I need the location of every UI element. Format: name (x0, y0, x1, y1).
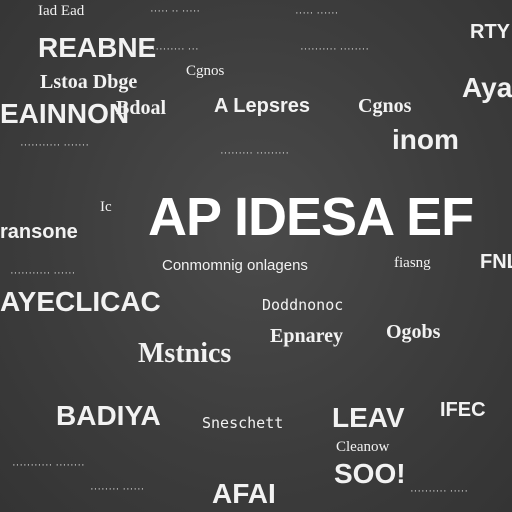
word-fiec: IFEC (440, 399, 486, 421)
word-conmomnig: Conmomnig onlagens (162, 257, 308, 274)
word-rty: RTY (470, 21, 510, 43)
word-afai: AFAI (212, 478, 276, 509)
word-alepsres: A Lepsres (214, 95, 310, 117)
word-filler: ·········· ····· (410, 485, 469, 497)
word-doddnonoc: Doddnonoc (262, 296, 344, 314)
word-ogobs: Ogobs (386, 321, 441, 343)
word-hero: AP IDESA EF (148, 187, 474, 247)
word-fnl: FNL (480, 251, 512, 273)
word-filler: ··········· ········ (12, 459, 85, 471)
word-cleanow: Cleanow (336, 439, 390, 455)
word-leav: LEAV (332, 402, 405, 433)
word-filler: ····· ·· ····· (150, 5, 201, 17)
word-ayeclicac: AYECLICAC (0, 286, 161, 317)
word-filler: ·········· ········ (300, 43, 369, 55)
word-soo: SOO! (334, 458, 406, 489)
word-badiya: BADIYA (56, 400, 161, 431)
word-filler: ········· ········· (220, 147, 289, 159)
word-inom: inom (392, 124, 459, 155)
word-filler: ········ ······ (90, 483, 145, 495)
word-filler: ·········· ··· (148, 43, 199, 55)
word-ransone: ransone (0, 221, 78, 243)
word-cgnos-2: Cgnos (358, 95, 412, 117)
word-reabne: REABNE (38, 32, 157, 63)
word-mstnics: Mstnics (138, 338, 232, 369)
word-cgnos: Cgnos (186, 63, 225, 79)
word-eainnon: EAINNON (0, 98, 130, 129)
word-ayao: Ayao (462, 72, 512, 103)
word-hero-prefix: Ic (100, 199, 112, 215)
word-tad: Iad Ead (38, 3, 85, 19)
word-epnarey: Epnarey (270, 325, 343, 347)
word-bdoal: Bdoal (116, 97, 167, 119)
word-filler: ····· ······ (295, 7, 339, 19)
word-fiasng: fiasng (394, 255, 431, 271)
word-lstoa: Lstoa Dbge (40, 71, 138, 93)
word-filler: ··········· ······ (10, 267, 76, 279)
word-sneschett: Sneschett (202, 414, 284, 432)
word-filler: ··········· ······· (20, 139, 89, 151)
